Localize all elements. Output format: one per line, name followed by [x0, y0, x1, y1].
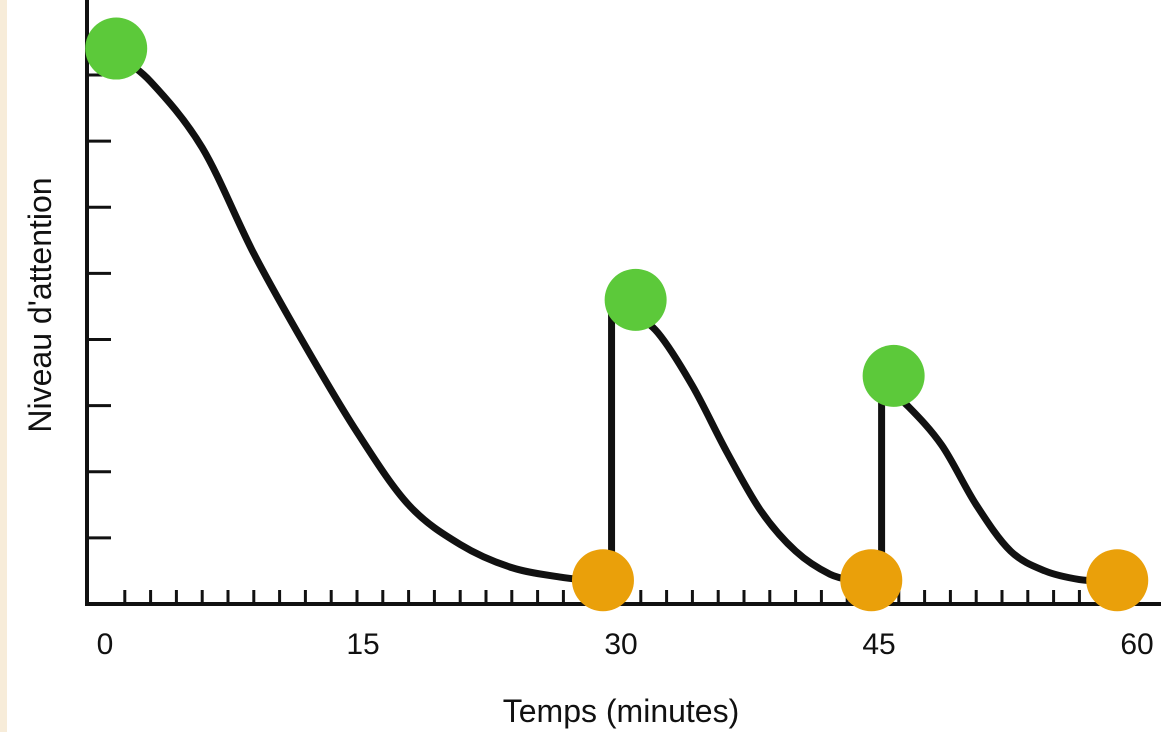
- curve-segment-2: [628, 309, 860, 585]
- high-point-1: [85, 17, 148, 80]
- attention-chart: 0 15 30 45 60 Temps (minutes) Niveau d'atten…: [22, 0, 1161, 729]
- y-axis-title: Niveau d'attention: [22, 177, 58, 432]
- x-axis-title: Temps (minutes): [503, 693, 740, 729]
- x-tick-label: 45: [862, 628, 895, 661]
- high-point-3: [862, 344, 925, 407]
- x-tick-label: 30: [604, 628, 637, 661]
- low-point-2: [840, 549, 903, 612]
- x-tick-label: 60: [1120, 628, 1153, 661]
- x-tick-label: 15: [346, 628, 379, 661]
- attention-curve: [112, 51, 1109, 585]
- low-point-3: [1086, 549, 1149, 612]
- axes: [85, 0, 1161, 606]
- x-tick-label: 0: [97, 628, 114, 661]
- markers: [85, 17, 1149, 612]
- tick-labels: 0 15 30 45 60: [97, 628, 1154, 661]
- curve-segment-3: [879, 382, 1109, 585]
- low-point-1: [571, 549, 634, 612]
- high-point-2: [604, 268, 667, 331]
- chart-card: 0 15 30 45 60 Temps (minutes) Niveau d'atten…: [7, 0, 1161, 732]
- curve-segment-1: [112, 51, 602, 585]
